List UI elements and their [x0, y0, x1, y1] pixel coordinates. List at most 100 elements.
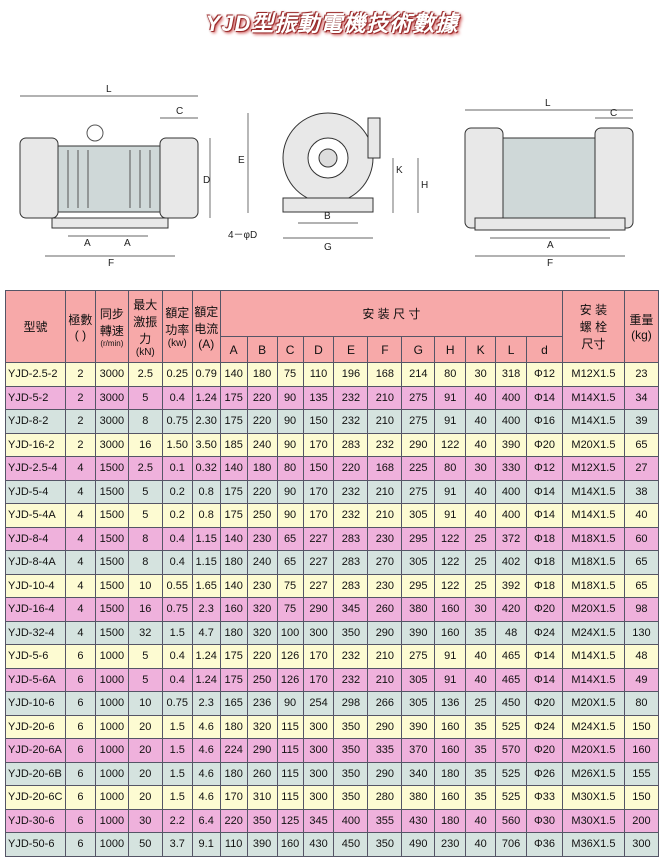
table-cell: YJD-2.5-4 — [5, 456, 66, 481]
table-cell: 402 — [495, 550, 528, 575]
table-cell: 300 — [302, 761, 335, 786]
table-cell: 5 — [127, 667, 163, 692]
table-cell: 275 — [401, 409, 436, 434]
table-cell: 345 — [302, 808, 335, 833]
table-cell: 30 — [465, 362, 497, 387]
table-cell: 10 — [127, 573, 163, 598]
table-cell: 1.5 — [161, 738, 193, 763]
dim-label-C: C — [610, 108, 617, 119]
table-cell: 180 — [219, 714, 248, 739]
table-cell: 90 — [276, 409, 304, 434]
table-cell: 20 — [127, 714, 163, 739]
table-cell: Φ18 — [526, 526, 563, 551]
table-cell: 275 — [401, 385, 436, 410]
table-cell: 380 — [401, 597, 436, 622]
table-cell: 0.75 — [161, 409, 193, 434]
table-cell: YJD-8-4A — [5, 550, 66, 575]
table-cell: Φ20 — [526, 432, 563, 457]
table-cell: 210 — [367, 385, 403, 410]
dim-label-D: D — [203, 175, 210, 186]
table-cell: 4.6 — [191, 738, 221, 763]
page-title: YJD型振動電機技術數據 — [205, 11, 459, 36]
table-cell: 0.4 — [161, 550, 193, 575]
table-cell: 8 — [127, 409, 163, 434]
table-cell: 140 — [219, 526, 248, 551]
table-cell: 400 — [495, 385, 528, 410]
table-cell: 390 — [495, 432, 528, 457]
table-cell: 220 — [219, 808, 248, 833]
table-cell: YJD-5-6 — [5, 644, 66, 669]
table-cell: 330 — [495, 456, 528, 481]
table-cell: 40 — [465, 832, 497, 857]
table-row: YJD-10-4 4 1500 10 0.55 1.65 140 230 75 227 283 230… — [5, 573, 660, 598]
dim-label-E: E — [238, 155, 245, 166]
table-cell: Φ14 — [526, 479, 563, 504]
table-cell: 220 — [246, 479, 278, 504]
table-cell: 370 — [401, 738, 436, 763]
table-cell: 250 — [246, 503, 278, 528]
table-cell: 35 — [465, 761, 497, 786]
table-cell: YJD-5-2 — [5, 385, 66, 410]
table-cell: 270 — [367, 550, 403, 575]
table-cell: 48 — [623, 644, 660, 669]
table-cell: 232 — [367, 432, 403, 457]
table-cell: 160 — [434, 620, 467, 645]
header-force-label: 最大 激振 力 — [133, 297, 158, 346]
table-cell: 2 — [64, 409, 96, 434]
table-cell: Φ30 — [526, 808, 563, 833]
table-cell: 6 — [64, 761, 96, 786]
table-cell: 65 — [623, 573, 660, 598]
table-cell: Φ18 — [526, 550, 563, 575]
dim-label-F: F — [108, 258, 114, 268]
table-cell: 155 — [623, 761, 660, 786]
header-bolt: 安 装 螺 栓 尺寸 — [561, 290, 625, 363]
header-dim-E: E — [333, 336, 369, 363]
table-cell: 38 — [623, 479, 660, 504]
table-cell: 298 — [333, 691, 369, 716]
table-cell: 300 — [302, 714, 335, 739]
table-cell: 0.8 — [191, 503, 221, 528]
table-cell: 224 — [219, 738, 248, 763]
table-cell: 1.15 — [191, 526, 221, 551]
table-cell: 150 — [623, 785, 660, 810]
table-cell: 65 — [623, 550, 660, 575]
table-cell: 232 — [333, 385, 369, 410]
table-cell: 115 — [276, 738, 304, 763]
table-cell: 175 — [219, 409, 248, 434]
table-cell: 525 — [495, 714, 528, 739]
table-cell: 8 — [127, 526, 163, 551]
table-cell: 372 — [495, 526, 528, 551]
table-cell: 115 — [276, 785, 304, 810]
header-current-unit: (A) — [198, 336, 215, 351]
table-cell: Φ36 — [526, 832, 563, 857]
dim-label-G: G — [324, 242, 332, 253]
table-cell: 230 — [367, 526, 403, 551]
table-cell: 6 — [64, 738, 96, 763]
table-cell: 706 — [495, 832, 528, 857]
table-cell: 450 — [495, 691, 528, 716]
table-cell: 305 — [401, 550, 436, 575]
table-cell: 160 — [434, 738, 467, 763]
table-cell: 20 — [127, 761, 163, 786]
table-cell: 150 — [623, 714, 660, 739]
table-cell: 115 — [276, 761, 304, 786]
table-cell: M20X1.5 — [561, 691, 625, 716]
header-dim-F: F — [367, 336, 403, 363]
table-cell: 350 — [333, 738, 369, 763]
table-cell: YJD-5-6A — [5, 667, 66, 692]
table-cell: 232 — [333, 667, 369, 692]
table-cell: 9.1 — [191, 832, 221, 857]
table-row: YJD-20-6A 6 1000 20 1.5 4.6 224 290 115 300 350 335… — [5, 738, 660, 763]
table-cell: 20 — [127, 738, 163, 763]
table-cell: 6 — [64, 808, 96, 833]
table-cell: 40 — [465, 385, 497, 410]
table-cell: 240 — [246, 550, 278, 575]
table-cell: 175 — [219, 479, 248, 504]
header-power-label: 額定 功率 — [165, 306, 190, 337]
table-cell: 65 — [276, 526, 304, 551]
table-cell: 350 — [367, 832, 403, 857]
table-cell: 6 — [64, 667, 96, 692]
table-cell: Φ20 — [526, 691, 563, 716]
table-row: YJD-10-6 6 1000 10 0.75 2.3 165 236 90 254 298 266 3… — [5, 691, 660, 716]
table-cell: 122 — [434, 526, 467, 551]
